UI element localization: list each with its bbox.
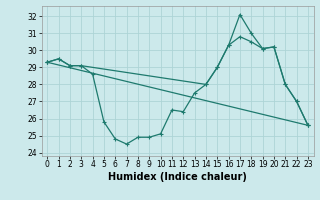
X-axis label: Humidex (Indice chaleur): Humidex (Indice chaleur) [108, 172, 247, 182]
